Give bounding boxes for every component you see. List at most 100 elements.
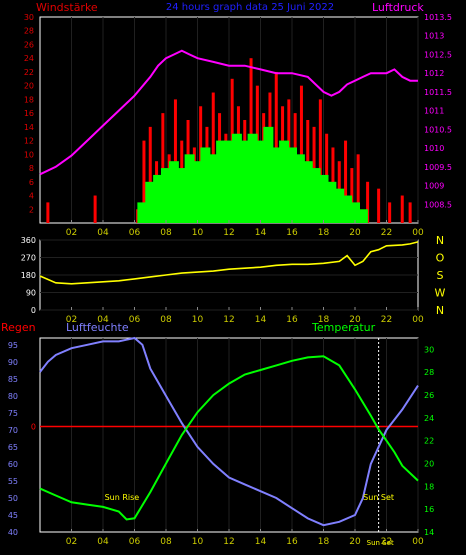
direction-tick-label: 90 — [26, 289, 36, 298]
wind-avg-bar — [318, 174, 329, 223]
wind-max-bar — [93, 195, 97, 223]
rain-tick-label: 0 — [31, 422, 36, 431]
humidity-tick-label: 40 — [8, 528, 18, 537]
direction-tick-label: 00 — [412, 315, 424, 325]
compass-label: N — [436, 304, 444, 317]
direction-tick-label: 06 — [129, 315, 141, 325]
wind-max-bar — [388, 202, 392, 223]
wind-tick-label: 04 — [97, 228, 109, 238]
wind-avg-bar — [342, 195, 353, 223]
wind-tick-label: 2 — [29, 205, 34, 214]
wind-axis-title: Windstärke — [36, 1, 98, 14]
wind-avg-bar — [334, 188, 345, 223]
humidity-tick-label: 16 — [286, 537, 298, 547]
wind-tick-label: 18 — [24, 95, 34, 104]
wind-max-bar — [350, 168, 354, 223]
wind-tick-label: 28 — [24, 27, 34, 36]
wind-avg-bar — [310, 168, 321, 223]
temperature-tick-label: 18 — [424, 482, 434, 491]
wind-tick-label: 16 — [24, 109, 34, 118]
temperature-tick-label: 16 — [424, 505, 434, 514]
wind-tick-label: 16 — [286, 228, 298, 238]
sunset-annotation: Sun Set — [363, 493, 394, 502]
pressure-tick-label: 1012.5 — [424, 50, 452, 59]
humidity-tick-label: 00 — [412, 537, 424, 547]
humidity-tick-label: 65 — [8, 443, 18, 452]
humidity-tick-label: 55 — [8, 477, 18, 486]
pressure-tick-label: 1009.5 — [424, 163, 452, 172]
wind-tick-label: 4 — [29, 192, 34, 201]
direction-tick-label: 18 — [318, 315, 330, 325]
humidity-tick-label: 18 — [318, 537, 330, 547]
wind-tick-label: 10 — [192, 228, 204, 238]
pressure-tick-label: 1013 — [424, 32, 444, 41]
direction-tick-label: 14 — [255, 315, 267, 325]
direction-tick-label: 360 — [21, 236, 36, 245]
direction-tick-label: 270 — [21, 254, 36, 263]
direction-tick-label: 20 — [349, 315, 361, 325]
temperature-line — [39, 355, 419, 521]
wind-tick-label: 20 — [349, 228, 361, 238]
pressure-tick-label: 1012 — [424, 69, 444, 78]
wind-max-bar — [400, 195, 404, 223]
humidity-tick-label: 45 — [8, 511, 18, 520]
humidity-tick-label: 08 — [160, 537, 172, 547]
wind-avg-bar — [247, 133, 258, 223]
humidity-tick-label: 70 — [8, 426, 18, 435]
compass-label: S — [437, 269, 444, 282]
wind-avg-bar — [350, 202, 360, 223]
wind-tick-label: 22 — [24, 68, 34, 77]
wind-max-bar — [46, 202, 50, 223]
humidity-tick-label: 90 — [8, 358, 18, 367]
wind-avg-bar — [231, 133, 242, 223]
humidity-tick-label: 50 — [8, 494, 18, 503]
wind-max-bar — [356, 154, 360, 223]
wind-tick-label: 00 — [412, 228, 424, 238]
wind-max-bar — [318, 99, 322, 223]
wind-max-bar — [344, 140, 348, 223]
wind-avg-bar — [294, 154, 305, 223]
humidity-tick-label: 80 — [8, 392, 18, 401]
pressure-line — [39, 49, 418, 176]
direction-tick-label: 12 — [223, 315, 234, 325]
humidity-tick-label: 75 — [8, 409, 18, 418]
temperature-tick-label: 20 — [424, 460, 434, 469]
wind-tick-label: 06 — [129, 228, 141, 238]
wind-avg-bar — [239, 140, 250, 223]
humidity-axis-title: Luftfeuchte — [66, 321, 129, 334]
temperature-tick-label: 28 — [424, 368, 434, 377]
wind-avg-bar — [184, 154, 195, 223]
wind-avg-bar — [200, 147, 211, 223]
wind-avg-bar — [153, 174, 164, 223]
wind-tick-label: 14 — [24, 123, 34, 132]
wind-tick-label: 10 — [24, 150, 34, 159]
wind-tick-label: 20 — [24, 82, 34, 91]
direction-tick-label: 0 — [31, 306, 36, 315]
humidity-tick-label: 10 — [192, 537, 204, 547]
wind-tick-label: 12 — [223, 228, 234, 238]
wind-tick-label: 12 — [24, 137, 34, 146]
wind-avg-bar — [255, 140, 266, 223]
wind-avg-bar — [279, 140, 290, 223]
temperature-axis-title: Temperatur — [311, 321, 376, 334]
temperature-tick-label: 26 — [424, 391, 434, 400]
compass-label: O — [436, 252, 445, 265]
pressure-axis-title: Luftdruck — [372, 1, 424, 14]
humidity-tick-label: 14 — [255, 537, 267, 547]
wind-avg-bar — [271, 147, 282, 223]
wind-avg-bar — [168, 161, 179, 223]
wind-max-bar — [408, 202, 412, 223]
temperature-tick-label: 22 — [424, 437, 434, 446]
humidity-tick-label: 20 — [349, 537, 361, 547]
sunset-axis-annotation: Sun Set — [367, 539, 394, 547]
humidity-tick-label: 12 — [223, 537, 234, 547]
wind-tick-label: 22 — [381, 228, 392, 238]
humidity-tick-label: 06 — [129, 537, 141, 547]
wind-tick-label: 08 — [160, 228, 172, 238]
humidity-tick-label: 95 — [8, 341, 18, 350]
wind-max-bar — [377, 188, 381, 223]
temperature-tick-label: 14 — [424, 528, 434, 537]
temperature-tick-label: 24 — [424, 414, 434, 423]
wind-tick-label: 24 — [24, 54, 34, 63]
direction-tick-label: 10 — [192, 315, 204, 325]
